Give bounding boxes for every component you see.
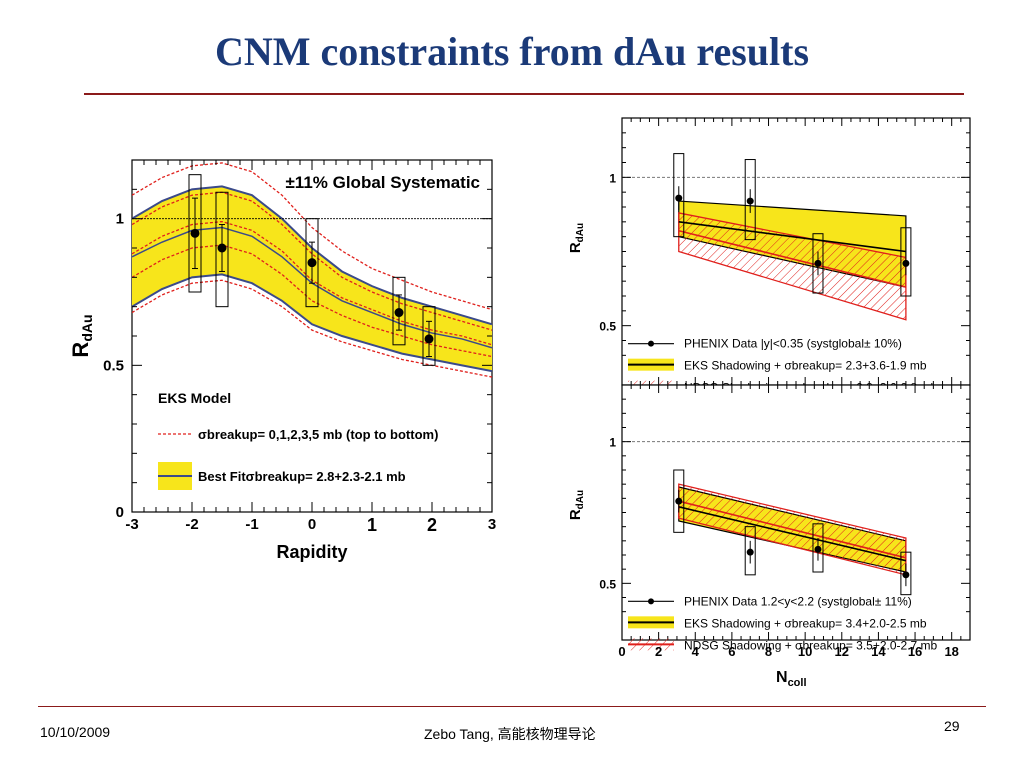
band-lower-edge bbox=[132, 273, 492, 373]
y-axis-label-0: RdAu bbox=[567, 223, 586, 253]
y-axis-label: RdAu bbox=[68, 314, 95, 357]
x-tick-label: 14 bbox=[871, 644, 886, 659]
data-point-1-2 bbox=[814, 545, 822, 553]
sys-box-0-2 bbox=[812, 233, 824, 294]
data-point-1 bbox=[217, 243, 227, 253]
x-axis-label: Rapidity bbox=[276, 542, 347, 562]
x-tick-label: 0 bbox=[618, 644, 625, 659]
sys-box-1 bbox=[215, 191, 229, 308]
footer-author: Zebo Tang, 高能核物理导论 bbox=[424, 726, 596, 742]
x-tick-label: 6 bbox=[728, 644, 735, 659]
data-point-0-1 bbox=[746, 197, 754, 205]
footer-date: 10/10/2009 bbox=[40, 724, 111, 740]
y-tick-label: 0 bbox=[116, 504, 124, 521]
x-tick-label: 0 bbox=[308, 516, 316, 533]
data-point-0-3 bbox=[902, 259, 910, 267]
eks-dashed-curve-3 bbox=[132, 244, 492, 358]
y-tick-label: 1 bbox=[116, 211, 124, 228]
x-tick-label: -1 bbox=[245, 516, 258, 533]
global-systematic-annotation: ±11% Global Systematic bbox=[285, 173, 480, 192]
sys-box-1-3 bbox=[900, 551, 912, 596]
x-tick-label: 3 bbox=[488, 516, 496, 533]
legend-data-label-0: PHENIX Data |y|<0.35 (systglobal± 10%) bbox=[684, 337, 902, 351]
y-axis-label-sub-1: dAu bbox=[575, 490, 586, 509]
y-axis-label-sub: dAu bbox=[79, 314, 95, 341]
y-tick-label-0: 1 bbox=[609, 171, 616, 185]
x-axis-label: Ncoll bbox=[776, 669, 807, 689]
x-tick-label: 2 bbox=[655, 644, 662, 659]
data-point-1-1 bbox=[746, 548, 754, 556]
sys-box-4 bbox=[422, 306, 436, 366]
y-axis-label-1: RdAu bbox=[567, 490, 586, 520]
y-axis-label-sub-0: dAu bbox=[575, 223, 586, 242]
data-point-0 bbox=[190, 228, 200, 238]
x-tick-label: 16 bbox=[908, 644, 922, 659]
footer-divider bbox=[38, 706, 986, 707]
legend-data-marker-1 bbox=[648, 598, 654, 605]
x-axis-label-sub: coll bbox=[788, 677, 807, 689]
ndsg-band-0 bbox=[678, 212, 907, 321]
legend-ndsg-label-1: NDSG Shadowing + σbreakup= 3.5+2.0-2.7 m… bbox=[684, 638, 938, 652]
data-point-0-2 bbox=[814, 259, 822, 267]
ncoll-chart: 0.5 1 PHENIX Data |y|<0.35 (systglobal± 10… bbox=[567, 117, 971, 689]
legend-data-label-1: PHENIX Data 1.2<y<2.2 (systglobal± 11%) bbox=[684, 594, 912, 608]
x-tick-label: -2 bbox=[185, 516, 198, 533]
x-tick-label: 12 bbox=[835, 644, 849, 659]
sys-box-0 bbox=[188, 174, 202, 293]
legend-data-marker-0 bbox=[648, 340, 654, 347]
x-tick-label: -3 bbox=[125, 516, 138, 533]
title-divider bbox=[84, 93, 964, 95]
sys-box-0-0 bbox=[673, 153, 685, 238]
legend-eks-label-0: EKS Shadowing + σbreakup= 2.3+3.6-1.9 mb bbox=[684, 359, 927, 373]
x-tick-label: 4 bbox=[692, 644, 700, 659]
sys-box-0-3 bbox=[900, 227, 912, 297]
data-point-3 bbox=[394, 308, 404, 318]
sys-box-1-2 bbox=[812, 523, 824, 573]
data-point-1-3 bbox=[902, 571, 910, 579]
y-tick-label-1: 1 bbox=[609, 436, 616, 450]
legend-title: EKS Model bbox=[158, 390, 231, 406]
data-point-1-0 bbox=[675, 497, 683, 505]
y-tick-label: 0.5 bbox=[103, 357, 124, 374]
x-tick-label: 1 bbox=[367, 515, 377, 535]
x-tick-label: 10 bbox=[798, 644, 812, 659]
sys-box-2 bbox=[305, 218, 319, 308]
ndsg-center-1 bbox=[678, 500, 907, 559]
sys-box-0-1 bbox=[744, 159, 756, 241]
sys-box-3 bbox=[392, 276, 406, 346]
eks-dashed-curve-1 bbox=[132, 191, 492, 331]
y-tick-label-1: 0.5 bbox=[599, 577, 616, 591]
slide-title: CNM constraints from dAu results bbox=[214, 29, 810, 74]
eks-center-1 bbox=[678, 506, 907, 562]
page-number: 29 bbox=[944, 718, 960, 734]
x-tick-label: 18 bbox=[944, 644, 958, 659]
legend-band-label: Best Fitσbreakup= 2.8+2.3-2.1 mb bbox=[198, 469, 406, 484]
data-point-4 bbox=[424, 334, 434, 344]
data-point-0-0 bbox=[675, 194, 683, 202]
ndsg-center-0 bbox=[678, 229, 907, 288]
legend-eks-label-1: EKS Shadowing + σbreakup= 3.4+2.0-2.5 mb bbox=[684, 616, 927, 630]
legend-dashed-label: σbreakup= 0,1,2,3,5 mb (top to bottom) bbox=[198, 427, 438, 442]
x-tick-label: 2 bbox=[427, 515, 437, 535]
sys-box-1-1 bbox=[744, 526, 756, 576]
sys-box-1-0 bbox=[673, 469, 685, 533]
data-point-2 bbox=[307, 258, 317, 268]
y-tick-label-0: 0.5 bbox=[599, 320, 616, 334]
eks-center-0 bbox=[678, 221, 906, 253]
rapidity-chart: -3 -2 -1 0 1 2 3 0 0.5 1 Rapidity RdAu ±11% Global S… bbox=[68, 159, 496, 562]
x-tick-label: 8 bbox=[765, 644, 772, 659]
